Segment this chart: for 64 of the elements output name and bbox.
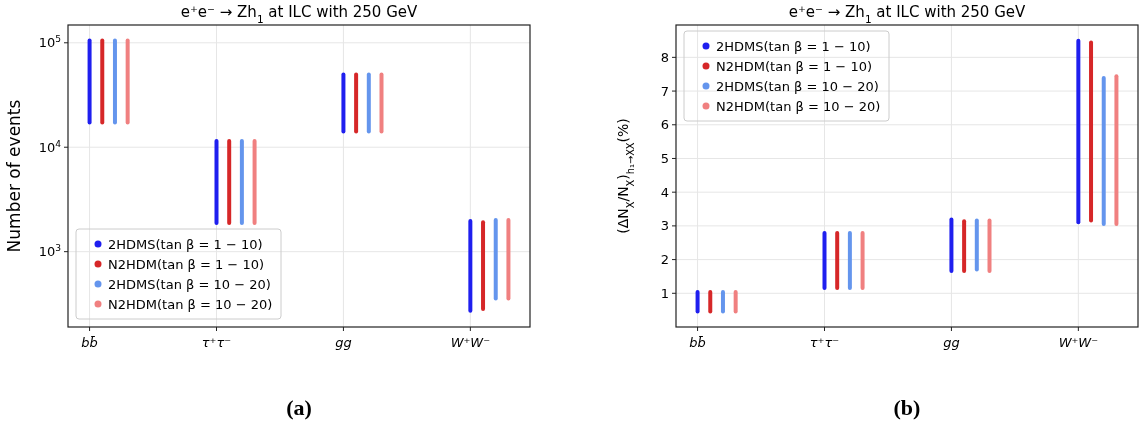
- bar: [708, 289, 713, 314]
- legend-label: 2HDMS(tan β = 10 − 20): [108, 276, 271, 292]
- y-tick-label: 10$^{3}$: [38, 243, 62, 260]
- y-tick-label: 3: [660, 218, 669, 234]
- y-tick-label: 8: [660, 49, 669, 65]
- legend-label: 2HDMS(tan β = 1 − 10): [108, 236, 263, 252]
- bar: [506, 218, 511, 301]
- bar: [125, 38, 130, 125]
- bar: [974, 218, 979, 272]
- bar: [379, 72, 384, 134]
- y-tick-label: 6: [660, 117, 669, 133]
- bar: [227, 138, 232, 226]
- y-tick-label: 5: [660, 151, 669, 167]
- x-tick-label: τ⁺τ⁻: [201, 335, 232, 350]
- legend-label: 2HDMS(tan β = 10 − 20): [716, 78, 879, 94]
- x-tick-label: W⁺W⁻: [450, 335, 491, 350]
- bar: [835, 230, 840, 290]
- y-tick-label: 4: [660, 184, 669, 200]
- bar: [112, 38, 117, 125]
- bar: [1114, 74, 1119, 226]
- bar: [100, 38, 105, 125]
- bar: [468, 219, 473, 313]
- legend-label: N2HDM(tan β = 1 − 10): [108, 256, 264, 272]
- x-tick-label: τ⁺τ⁻: [809, 335, 840, 350]
- bar: [354, 72, 359, 134]
- bar: [695, 289, 700, 314]
- bar: [987, 218, 992, 274]
- legend-label: N2HDM(tan β = 1 − 10): [716, 58, 872, 74]
- y-tick-label: 10$^{5}$: [38, 34, 61, 51]
- text: (b): [893, 395, 921, 420]
- chart-title: e⁺e⁻ → Zh$_{1}$ at ILC with 250 GeV: [180, 3, 419, 25]
- x-tick-label: bb̄: [689, 335, 706, 350]
- x-tick-label: W⁺W⁻: [1058, 335, 1099, 350]
- bar: [822, 230, 827, 290]
- bar: [214, 138, 219, 226]
- bar: [239, 138, 244, 226]
- y-axis-title: Number of events: [4, 99, 24, 253]
- bar: [341, 72, 346, 134]
- bar: [493, 218, 498, 301]
- legend-label: 2HDMS(tan β = 1 − 10): [716, 38, 871, 54]
- x-tick-label: gg: [335, 335, 352, 350]
- bar: [860, 230, 865, 290]
- bar: [366, 72, 371, 134]
- bar: [1101, 75, 1106, 226]
- bar: [1089, 40, 1094, 223]
- bar: [949, 217, 954, 274]
- bar: [1076, 38, 1081, 225]
- bar: [720, 289, 725, 314]
- y-tick-label: 10$^{4}$: [38, 138, 62, 155]
- legend-label: N2HDM(tan β = 10 − 20): [108, 296, 273, 312]
- text: (a): [286, 395, 312, 420]
- legend-label: N2HDM(tan β = 10 − 20): [716, 98, 881, 114]
- bar: [733, 289, 738, 314]
- y-tick-label: 7: [660, 83, 669, 99]
- bar: [847, 230, 852, 290]
- bar: [962, 219, 967, 274]
- chart-title: e⁺e⁻ → Zh$_{1}$ at ILC with 250 GeV: [788, 3, 1027, 25]
- y-tick-label: 1: [660, 285, 669, 301]
- y-tick-label: 2: [660, 252, 669, 268]
- x-tick-label: gg: [943, 335, 960, 350]
- bar: [481, 220, 486, 312]
- bar: [87, 38, 92, 125]
- x-tick-label: bb̄: [81, 335, 98, 350]
- bar: [252, 138, 257, 226]
